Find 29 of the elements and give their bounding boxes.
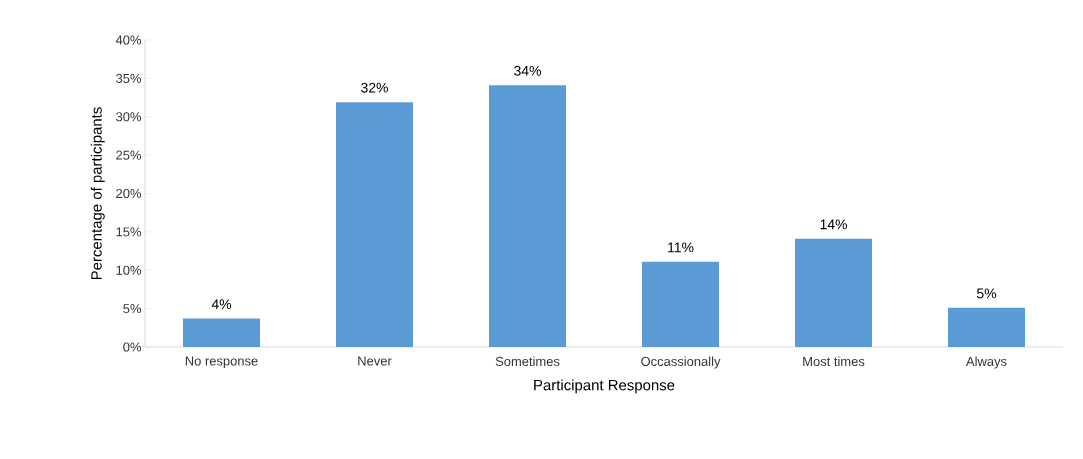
y-tick-label: 5% [123, 304, 142, 314]
bar [183, 318, 261, 347]
bar [948, 307, 1026, 347]
bar [489, 85, 567, 347]
data-label: 14% [820, 219, 847, 230]
data-label: 34% [514, 65, 541, 76]
y-axis-title: Percentage of participants [90, 107, 105, 280]
y-tick-label: 10% [116, 265, 142, 275]
data-label: 5% [976, 288, 997, 299]
bar [642, 261, 720, 347]
bar [336, 102, 414, 347]
data-label: 11% [668, 242, 694, 253]
x-tick-label: Sometimes [495, 356, 560, 367]
x-tick-label: No response [185, 356, 258, 369]
y-tick-label: 40% [115, 35, 142, 45]
y-tick-label: 20% [116, 188, 142, 199]
x-tick-label: Never [358, 356, 392, 366]
y-tick-label: 25% [116, 150, 142, 160]
x-tick-label: Always [966, 356, 1007, 369]
y-tick-label: 30% [116, 112, 142, 122]
y-tick-label: 35% [116, 73, 142, 83]
y-tick-label: 15% [116, 227, 142, 237]
data-label: 32% [361, 82, 388, 93]
bar [795, 238, 873, 347]
x-tick-label: Occassionally [641, 356, 721, 369]
y-tick-label: 0% [123, 342, 142, 352]
data-label: 4% [211, 299, 232, 310]
x-tick-label: Most times [803, 356, 865, 367]
x-axis-title: Participant Response [534, 379, 675, 394]
